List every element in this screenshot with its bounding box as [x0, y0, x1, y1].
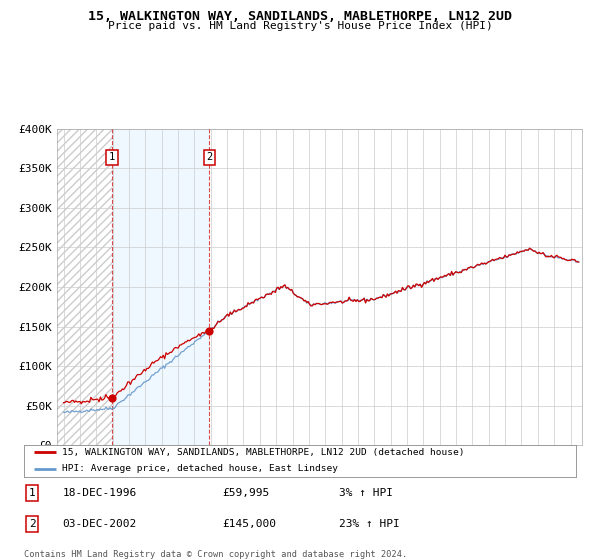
Text: 1: 1: [29, 488, 35, 498]
Text: 2: 2: [29, 519, 35, 529]
Text: HPI: Average price, detached house, East Lindsey: HPI: Average price, detached house, East…: [62, 464, 338, 473]
Text: 23% ↑ HPI: 23% ↑ HPI: [338, 519, 400, 529]
Bar: [57, 129, 112, 445]
Text: 3% ↑ HPI: 3% ↑ HPI: [338, 488, 392, 498]
Point: [107, 393, 117, 402]
Text: 15, WALKINGTON WAY, SANDILANDS, MABLETHORPE, LN12 2UD: 15, WALKINGTON WAY, SANDILANDS, MABLETHO…: [88, 10, 512, 23]
Text: 1: 1: [109, 152, 115, 162]
Text: 18-DEC-1996: 18-DEC-1996: [62, 488, 137, 498]
Point: [205, 326, 214, 335]
Text: 2: 2: [206, 152, 212, 162]
Text: £59,995: £59,995: [223, 488, 270, 498]
Text: Price paid vs. HM Land Registry's House Price Index (HPI): Price paid vs. HM Land Registry's House …: [107, 21, 493, 31]
Bar: [112, 129, 209, 445]
Text: 03-DEC-2002: 03-DEC-2002: [62, 519, 137, 529]
Text: £145,000: £145,000: [223, 519, 277, 529]
Text: Contains HM Land Registry data © Crown copyright and database right 2024.
This d: Contains HM Land Registry data © Crown c…: [24, 550, 407, 560]
Text: 15, WALKINGTON WAY, SANDILANDS, MABLETHORPE, LN12 2UD (detached house): 15, WALKINGTON WAY, SANDILANDS, MABLETHO…: [62, 448, 464, 457]
